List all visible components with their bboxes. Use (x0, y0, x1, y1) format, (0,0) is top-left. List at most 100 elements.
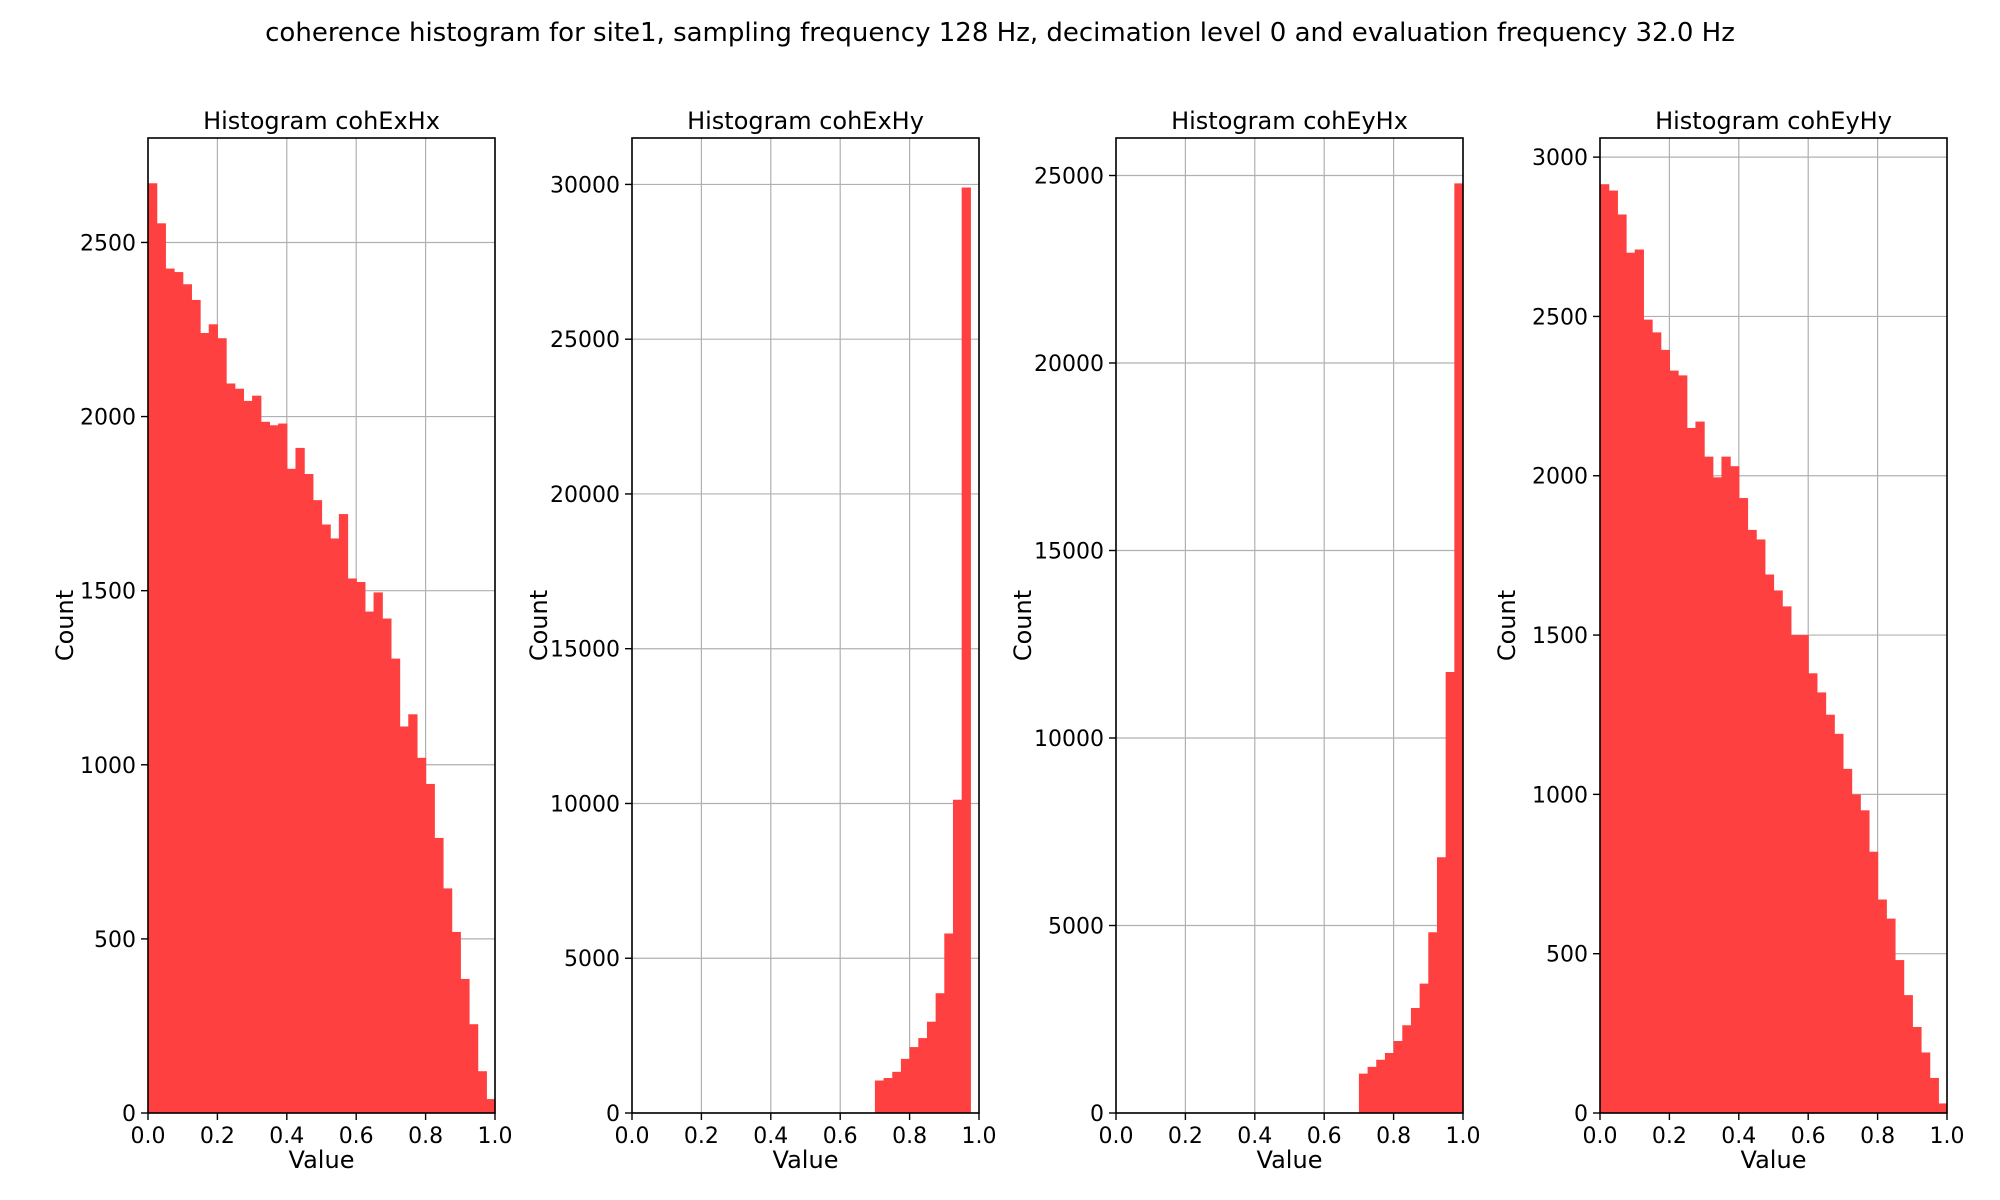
histogram-bar (1600, 184, 1610, 1113)
x-tick-label: 1.0 (478, 1124, 513, 1149)
y-tick-label: 10000 (1034, 727, 1104, 752)
histogram-bar (234, 388, 245, 1113)
histogram-bar (364, 611, 375, 1113)
histogram-bar (1669, 370, 1679, 1114)
y-tick-label: 5000 (1048, 915, 1104, 940)
histogram-bar (1860, 810, 1870, 1113)
histogram-bar (416, 757, 427, 1113)
histogram-bar (468, 1024, 479, 1113)
histogram-bar (399, 726, 409, 1113)
y-tick-label: 1000 (1532, 783, 1588, 808)
histogram-bar (918, 1038, 928, 1113)
histogram-bar (390, 658, 401, 1113)
histogram-bar (1454, 183, 1464, 1113)
axes-frame (1599, 137, 1948, 1114)
x-tick-label: 0.6 (339, 1124, 374, 1149)
histogram-bar (1402, 1025, 1412, 1113)
histogram-bar (460, 978, 470, 1113)
y-axis-label: Count (1493, 590, 1521, 661)
histogram-bar (1799, 635, 1809, 1113)
histogram-bar (156, 223, 166, 1113)
histogram-bar (1436, 857, 1447, 1113)
histogram-bar (208, 324, 218, 1113)
x-tick-label: 0.0 (615, 1124, 650, 1149)
y-tick-label: 1000 (80, 754, 136, 779)
x-tick-label: 0.2 (684, 1124, 719, 1149)
x-tick-label: 0.0 (131, 1124, 166, 1149)
histogram-bar (226, 383, 236, 1113)
histogram-bar (961, 187, 971, 1113)
y-tick-label: 1500 (1532, 624, 1588, 649)
histogram-bar (1617, 214, 1627, 1113)
y-tick-label: 500 (1546, 943, 1588, 968)
histogram-bar (1825, 714, 1835, 1113)
histogram-bar (477, 1071, 487, 1113)
x-tick-label: 0.4 (753, 1124, 788, 1149)
x-tick-label: 0.2 (1652, 1124, 1687, 1149)
histogram-bar (451, 931, 461, 1113)
histogram-bar (408, 714, 418, 1113)
y-tick-label: 0 (1574, 1102, 1588, 1127)
histogram-bar (269, 425, 279, 1113)
histogram-bar (148, 183, 158, 1114)
histogram-bar (892, 1071, 902, 1113)
x-tick-label: 0.4 (269, 1124, 304, 1149)
panel-title: Histogram cohExHx (203, 107, 440, 135)
histogram-bar (1912, 1026, 1922, 1113)
histogram-panel: 0.0 0.2 0.4 0.6 0.8 1.0 0 500 1000 1500 2000 2500 Hi… (51, 107, 513, 1174)
histogram-bar (1790, 635, 1801, 1113)
histogram-bar (1738, 498, 1749, 1113)
histogram-bar (1428, 932, 1438, 1113)
histogram-bar (1410, 1008, 1421, 1113)
y-tick-label: 1500 (80, 580, 136, 605)
y-tick-label: 3000 (1532, 146, 1588, 171)
x-tick-label: 0.8 (408, 1124, 443, 1149)
histogram-bar (1756, 539, 1766, 1113)
histogram-bar (1730, 466, 1740, 1113)
histogram-bar (338, 514, 349, 1113)
histogram-panel: 0.0 0.2 0.4 0.6 0.8 1.0 0 500 1000 1500 2000 2500 30… (1493, 107, 1965, 1174)
x-axis-label: Value (1741, 1146, 1807, 1174)
histogram-bar (243, 400, 253, 1113)
histogram-bar (347, 578, 357, 1113)
histogram-bar (165, 268, 175, 1114)
axes-frame (631, 137, 980, 1114)
histogram-bar (874, 1080, 885, 1113)
histogram-bar (1920, 1052, 1931, 1113)
panel-title: Histogram cohEyHy (1655, 107, 1892, 135)
histogram-bar (1686, 427, 1697, 1113)
histogram-bar (1695, 421, 1705, 1113)
histogram-panel: 0.0 0.2 0.4 0.6 0.8 1.0 0 5000 10000 15000 20000 25… (525, 107, 997, 1174)
y-tick-label: 30000 (550, 173, 620, 198)
x-axis-label: Value (1257, 1146, 1323, 1174)
x-tick-label: 1.0 (962, 1124, 997, 1149)
histogram-bar (1445, 672, 1455, 1113)
y-tick-label: 25000 (1034, 165, 1104, 190)
histogram-bar (1877, 899, 1887, 1113)
axes-frame (1115, 137, 1464, 1114)
histogram-bar (382, 618, 392, 1113)
histogram-bar (356, 581, 366, 1113)
histogram-bar (278, 423, 288, 1113)
histogram-bar (217, 338, 227, 1113)
histogram-bar (304, 474, 314, 1113)
y-tick-label: 25000 (550, 328, 620, 353)
x-tick-label: 0.0 (1099, 1124, 1134, 1149)
y-tick-label: 2500 (80, 231, 136, 256)
x-tick-label: 0.2 (1168, 1124, 1203, 1149)
x-tick-label: 0.4 (1721, 1124, 1756, 1149)
histogram-bar (1660, 349, 1670, 1113)
histogram-bar (935, 993, 945, 1113)
axes-frame (147, 137, 496, 1114)
y-tick-label: 0 (1090, 1102, 1104, 1127)
histogram-bar (260, 421, 271, 1113)
x-tick-label: 0.6 (1307, 1124, 1342, 1149)
y-tick-label: 0 (122, 1102, 136, 1127)
histogram-bar (1938, 1103, 1948, 1113)
histogram-bar (174, 272, 184, 1113)
histogram-bar (486, 1099, 496, 1113)
histogram-bar (1851, 794, 1861, 1113)
histogram-bar (1816, 692, 1827, 1113)
x-tick-label: 1.0 (1930, 1124, 1965, 1149)
